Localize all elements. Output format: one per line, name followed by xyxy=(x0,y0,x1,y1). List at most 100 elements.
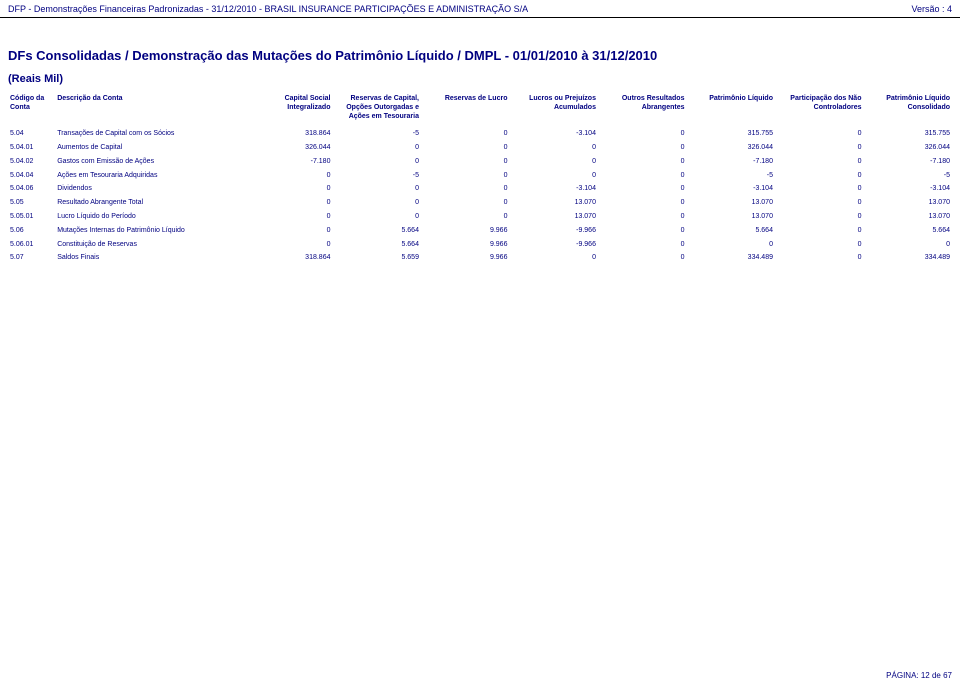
table-row: 5.05.01Lucro Líquido do Período00013.070… xyxy=(8,210,952,224)
cell-value: 0 xyxy=(775,238,864,252)
cell-code: 5.05.01 xyxy=(8,210,55,224)
page-title: DFs Consolidadas / Demonstração das Muta… xyxy=(8,48,952,63)
cell-value: 0 xyxy=(421,141,510,155)
cell-value: 0 xyxy=(775,210,864,224)
cell-desc: Dividendos xyxy=(55,182,244,196)
cell-desc: Resultado Abrangente Total xyxy=(55,196,244,210)
cell-value: 0 xyxy=(775,169,864,183)
cell-value: -5 xyxy=(332,169,421,183)
cell-value: 0 xyxy=(244,210,333,224)
cell-desc: Transações de Capital com os Sócios xyxy=(55,127,244,141)
financial-table: Código da Conta Descrição da Conta Capit… xyxy=(8,93,952,265)
cell-desc: Gastos com Emissão de Ações xyxy=(55,155,244,169)
cell-value: 0 xyxy=(244,182,333,196)
table-row: 5.04.01Aumentos de Capital326.0440000326… xyxy=(8,141,952,155)
cell-value: 315.755 xyxy=(686,127,775,141)
cell-value: 0 xyxy=(598,196,687,210)
page-subtitle: (Reais Mil) xyxy=(8,73,952,85)
cell-value: 0 xyxy=(686,238,775,252)
cell-value: 5.664 xyxy=(332,224,421,238)
cell-value: 334.489 xyxy=(863,251,952,265)
table-row: 5.04.02Gastos com Emissão de Ações-7.180… xyxy=(8,155,952,169)
cell-value: 0 xyxy=(509,141,598,155)
cell-value: 326.044 xyxy=(686,141,775,155)
cell-value: 0 xyxy=(598,251,687,265)
cell-value: -5 xyxy=(686,169,775,183)
version-text: Versão : 4 xyxy=(911,4,952,14)
cell-value: 318.864 xyxy=(244,251,333,265)
cell-value: 0 xyxy=(598,182,687,196)
cell-desc: Lucro Líquido do Período xyxy=(55,210,244,224)
cell-value: 0 xyxy=(509,169,598,183)
cell-value: 0 xyxy=(421,169,510,183)
cell-value: 0 xyxy=(775,141,864,155)
table-row: 5.04Transações de Capital com os Sócios3… xyxy=(8,127,952,141)
cell-value: 0 xyxy=(775,196,864,210)
cell-code: 5.04.01 xyxy=(8,141,55,155)
cell-desc: Constituição de Reservas xyxy=(55,238,244,252)
cell-value: 0 xyxy=(598,169,687,183)
cell-value: 318.864 xyxy=(244,127,333,141)
cell-value: 0 xyxy=(863,238,952,252)
cell-value: 5.664 xyxy=(863,224,952,238)
cell-value: 0 xyxy=(598,155,687,169)
col-header: Reservas de Capital, Opções Outorgadas e… xyxy=(332,93,421,127)
cell-value: 0 xyxy=(332,182,421,196)
cell-value: 0 xyxy=(775,155,864,169)
cell-value: 13.070 xyxy=(863,210,952,224)
cell-code: 5.04 xyxy=(8,127,55,141)
cell-value: 0 xyxy=(421,182,510,196)
cell-value: 0 xyxy=(244,196,333,210)
cell-value: 5.664 xyxy=(332,238,421,252)
cell-value: 0 xyxy=(332,196,421,210)
table-row: 5.04.06Dividendos000-3.1040-3.1040-3.104 xyxy=(8,182,952,196)
cell-value: 13.070 xyxy=(686,210,775,224)
cell-desc: Saldos Finais xyxy=(55,251,244,265)
cell-value: 0 xyxy=(598,210,687,224)
cell-value: 5.659 xyxy=(332,251,421,265)
col-header: Patrimônio Líquido xyxy=(686,93,775,127)
col-header: Código da Conta xyxy=(8,93,55,127)
cell-value: 0 xyxy=(775,251,864,265)
cell-code: 5.04.04 xyxy=(8,169,55,183)
cell-code: 5.07 xyxy=(8,251,55,265)
cell-value: 13.070 xyxy=(863,196,952,210)
col-header: Lucros ou Prejuízos Acumulados xyxy=(509,93,598,127)
col-header: Patrimônio Líquido Consolidado xyxy=(863,93,952,127)
cell-code: 5.04.06 xyxy=(8,182,55,196)
table-row: 5.06.01Constituição de Reservas 0 5.6649.9… xyxy=(8,238,952,252)
cell-value: 0 xyxy=(598,238,687,252)
cell-value: -7.180 xyxy=(244,155,333,169)
cell-code: 5.06.01 xyxy=(8,238,55,252)
cell-value: 0 xyxy=(421,210,510,224)
cell-desc: Mutações Internas do Patrimônio Líquido xyxy=(55,224,244,238)
cell-value: 9.966 xyxy=(421,224,510,238)
header-text: DFP - Demonstrações Financeiras Padroniz… xyxy=(8,4,528,14)
cell-value: 0 xyxy=(421,155,510,169)
cell-value: -5 xyxy=(863,169,952,183)
cell-code: 5.04.02 xyxy=(8,155,55,169)
cell-value: 5.664 xyxy=(686,224,775,238)
cell-value: -9.966 xyxy=(509,238,598,252)
table-head: Código da Conta Descrição da Conta Capit… xyxy=(8,93,952,127)
col-header: Participação dos Não Controladores xyxy=(775,93,864,127)
cell-value: 0 xyxy=(775,127,864,141)
cell-code: 5.06 xyxy=(8,224,55,238)
cell-value: 326.044 xyxy=(244,141,333,155)
cell-value: -3.104 xyxy=(509,182,598,196)
cell-value: 0 xyxy=(598,141,687,155)
col-header: Descrição da Conta xyxy=(55,93,244,127)
table-row: 5.04.04Ações em Tesouraria Adquiridas0-5… xyxy=(8,169,952,183)
cell-value: 13.070 xyxy=(509,210,598,224)
cell-value: 0 xyxy=(509,251,598,265)
cell-value: 9.966 xyxy=(421,238,510,252)
header-bar: DFP - Demonstrações Financeiras Padroniz… xyxy=(0,0,960,18)
cell-value: 0 xyxy=(509,155,598,169)
cell-value: 13.070 xyxy=(686,196,775,210)
cell-value: 0 xyxy=(775,224,864,238)
col-header: Capital Social Integralizado xyxy=(244,93,333,127)
cell-value: 0 xyxy=(244,224,333,238)
cell-value: -9.966 xyxy=(509,224,598,238)
table-body: 5.04Transações de Capital com os Sócios3… xyxy=(8,127,952,265)
cell-value: 326.044 xyxy=(863,141,952,155)
